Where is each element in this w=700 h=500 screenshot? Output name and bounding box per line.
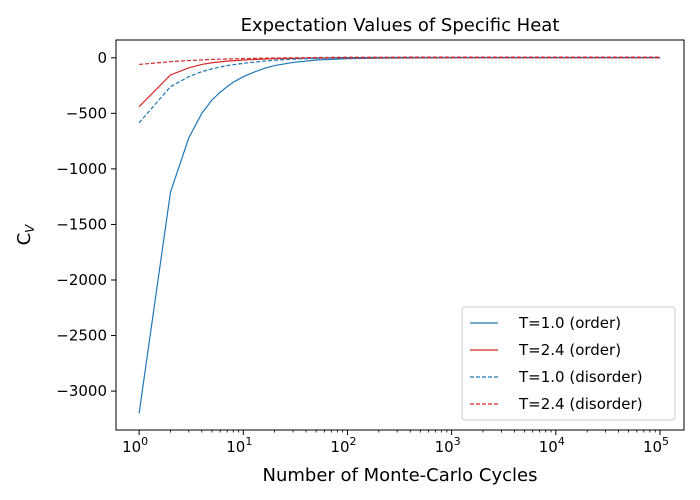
legend-label: T=1.0 (order) — [518, 314, 621, 332]
legend-label: T=1.0 (disorder) — [518, 368, 643, 386]
x-tick-label: 101 — [226, 435, 252, 456]
y-axis-label: CV — [14, 224, 37, 246]
y-tick-label: −2000 — [56, 271, 107, 289]
y-tick-label: −1500 — [56, 215, 107, 233]
series-layer — [138, 56, 660, 414]
x-tick-label: 100 — [122, 435, 148, 456]
legend-label: T=2.4 (disorder) — [518, 395, 643, 413]
x-tick-label: 103 — [435, 435, 461, 456]
y-tick-label: −1000 — [56, 160, 107, 178]
series-line-2 — [138, 57, 660, 108]
legend: T=1.0 (order) T=2.4 (order) T=1.0 (disorde… — [461, 306, 676, 421]
y-tick-label: 0 — [97, 49, 107, 67]
series-line-3 — [138, 56, 660, 124]
series-line-4 — [139, 56, 660, 66]
y-axis-ticks: 0 −500 −1000 −1500 −2000 −2500 −3000 — [56, 49, 116, 400]
y-tick-label: −2500 — [56, 327, 107, 345]
x-tick-label: 102 — [330, 435, 356, 456]
x-axis-label: Number of Monte-Carlo Cycles — [263, 465, 538, 486]
x-tick-label: 104 — [539, 435, 565, 456]
y-axis-label-subscript: V — [23, 224, 37, 233]
y-tick-label: −500 — [66, 104, 107, 122]
y-tick-label: −3000 — [56, 382, 107, 400]
y-axis-label-main: C — [14, 233, 35, 246]
x-tick-label: 105 — [643, 435, 669, 456]
chart-title: Expectation Values of Specific Heat — [241, 15, 560, 36]
legend-label: T=2.4 (order) — [518, 341, 621, 359]
plot-area-frame — [115, 39, 685, 431]
legend-box — [461, 306, 676, 421]
x-axis-ticks: 100 101 102 103 104 105 — [122, 430, 669, 456]
